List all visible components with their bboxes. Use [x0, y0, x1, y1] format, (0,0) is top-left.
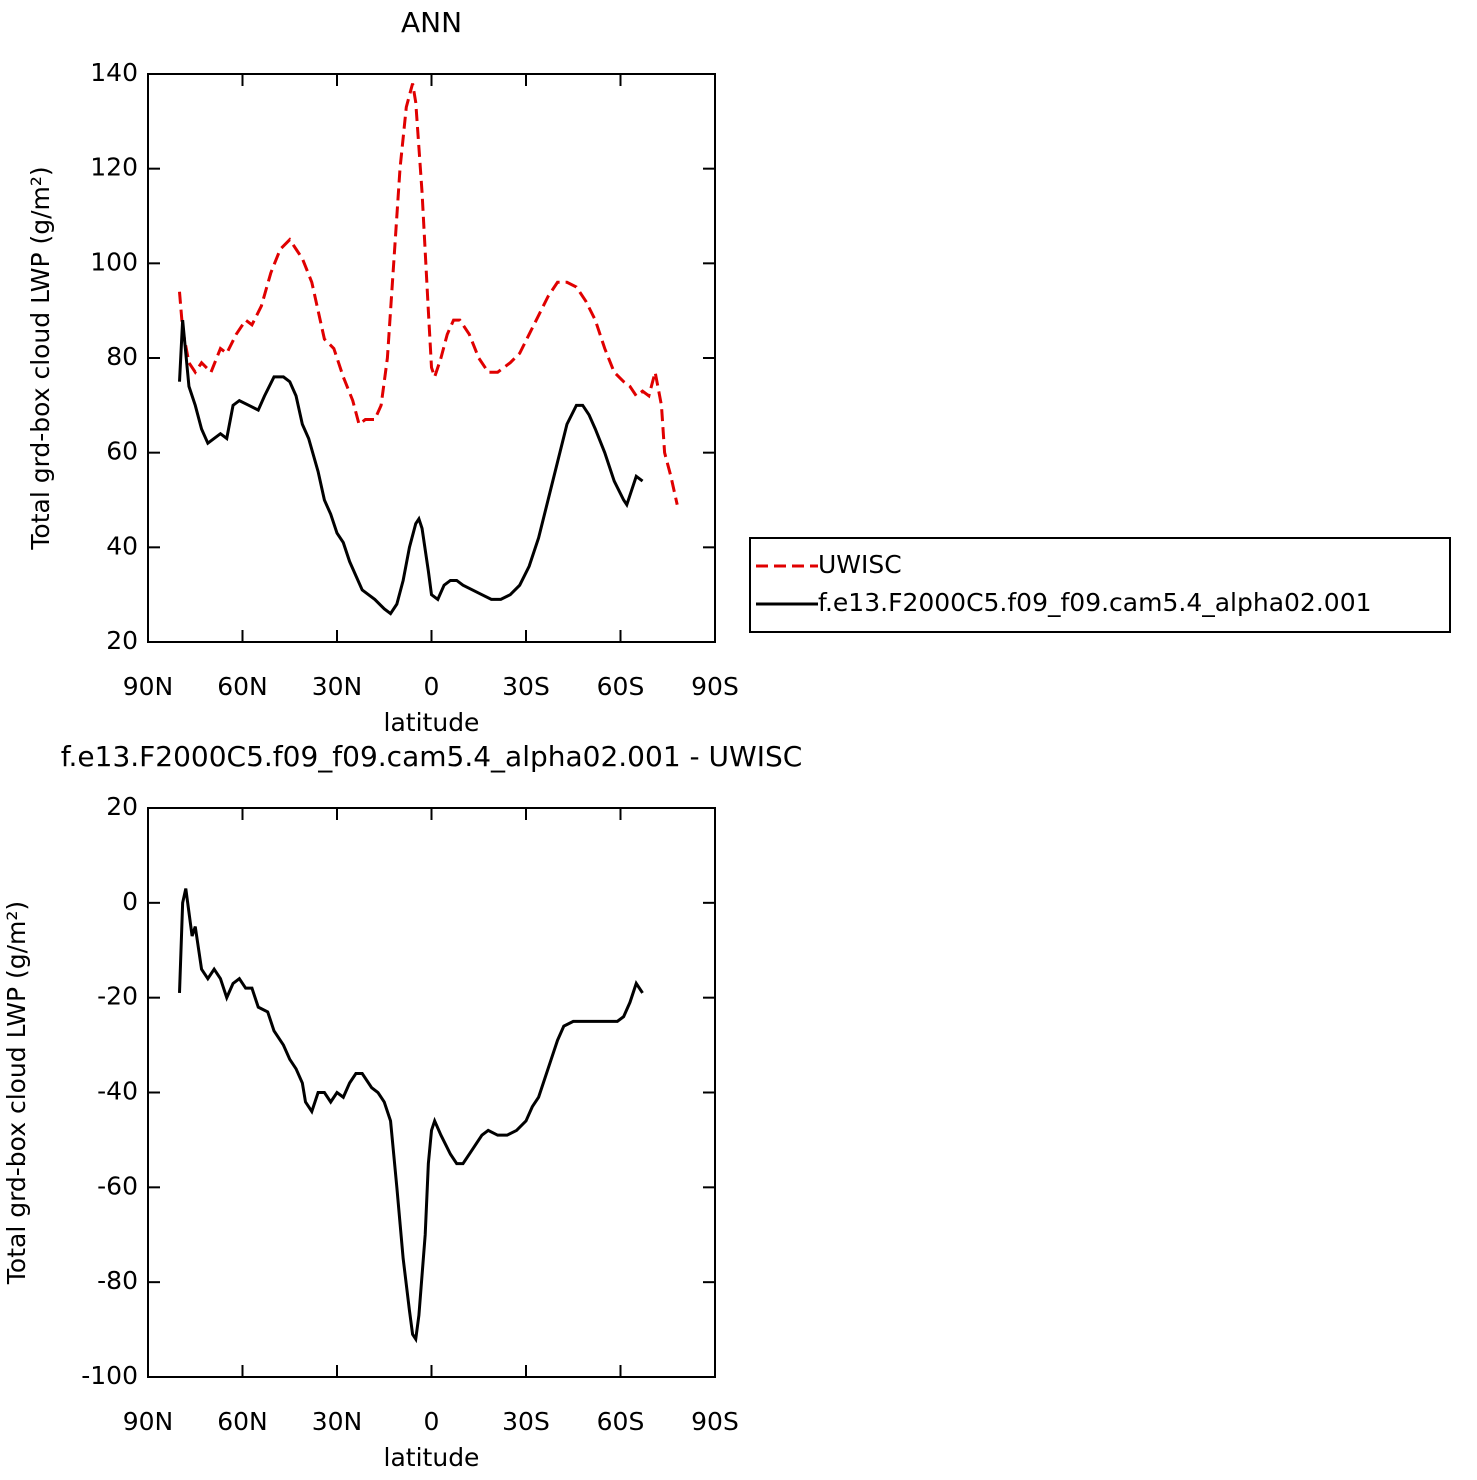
x-tick-label: 90S: [691, 672, 739, 701]
y-tick-label: 60: [106, 437, 138, 466]
y-tick-label: 120: [90, 153, 138, 182]
x-axis-label: latitude: [384, 708, 480, 737]
y-tick-label: -60: [97, 1171, 138, 1200]
y-tick-label: -20: [97, 982, 138, 1011]
chart-title: ANN: [401, 6, 462, 39]
x-tick-label: 30N: [312, 1407, 363, 1436]
plot-frame: [147, 73, 716, 643]
plot-frame: [147, 807, 716, 1378]
x-tick-label: 90N: [123, 1407, 174, 1436]
x-tick-label: 30S: [502, 1407, 550, 1436]
data-line: [178, 319, 644, 616]
x-tick-label: 30S: [502, 672, 550, 701]
legend-label: f.e13.F2000C5.f09_f09.cam5.4_alpha02.001: [818, 588, 1372, 617]
y-tick-label: 80: [106, 342, 138, 371]
x-tick-label: 0: [424, 1407, 440, 1436]
y-tick-label: 40: [106, 531, 138, 560]
y-axis-label: Total grd-box cloud LWP (g/m²): [26, 166, 55, 550]
x-axis-label: latitude: [384, 1443, 480, 1472]
y-tick-label: 0: [122, 887, 138, 916]
x-tick-label: 60N: [217, 672, 268, 701]
x-tick-label: 60S: [597, 1407, 645, 1436]
y-tick-label: 20: [106, 626, 138, 655]
legend-label: UWISC: [818, 550, 902, 579]
y-tick-label: -80: [97, 1266, 138, 1295]
data-line: [178, 888, 644, 1344]
y-tick-label: 20: [106, 792, 138, 821]
x-tick-label: 90S: [691, 1407, 739, 1436]
legend-box: [749, 537, 1451, 633]
x-tick-label: 60N: [217, 1407, 268, 1436]
x-tick-label: 90N: [123, 672, 174, 701]
y-tick-label: -100: [81, 1361, 138, 1390]
x-tick-label: 0: [424, 672, 440, 701]
chart-title: f.e13.F2000C5.f09_f09.cam5.4_alpha02.001…: [61, 740, 803, 773]
y-tick-label: 100: [90, 247, 138, 276]
y-axis-label: Total grd-box cloud LWP (g/m²): [2, 901, 31, 1285]
x-tick-label: 60S: [597, 672, 645, 701]
x-tick-label: 30N: [312, 672, 363, 701]
y-tick-label: 140: [90, 58, 138, 87]
y-tick-label: -40: [97, 1077, 138, 1106]
data-line: [178, 83, 679, 506]
